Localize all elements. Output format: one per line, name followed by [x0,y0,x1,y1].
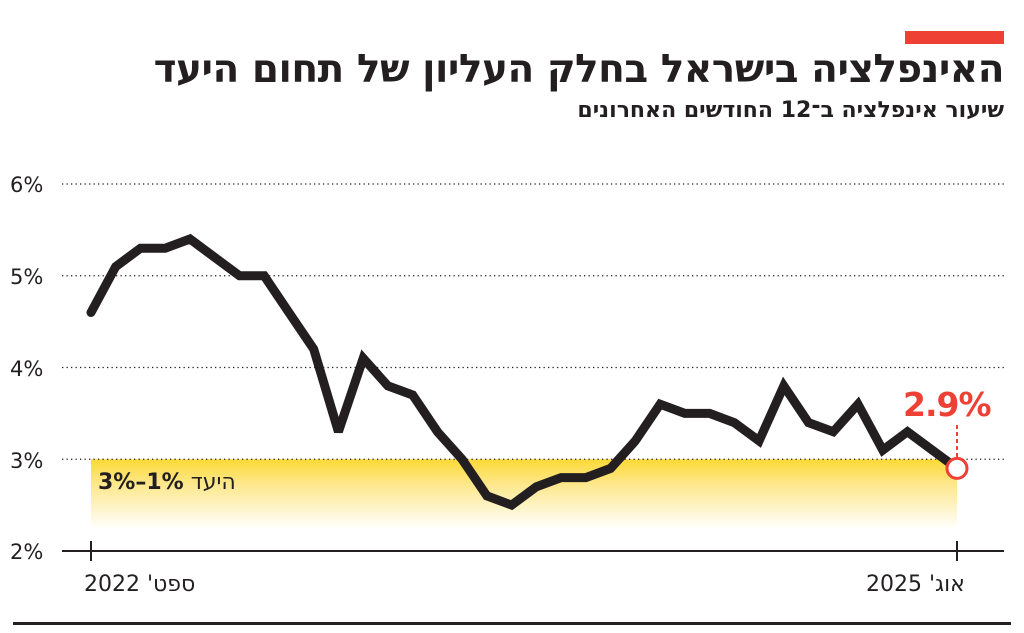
target-band-label: היעד 3%–1% [98,470,236,496]
target-word: היעד [190,470,236,495]
x-start-label: ספט' 2022 [84,572,196,597]
x-axis [62,541,1004,561]
latest-marker [945,425,969,480]
x-end-label: אוג' 2025 [866,572,965,597]
chart-title: האינפלציה בישראל בחלק העליון של תחום היע… [153,47,1005,92]
chart-subtitle: שיעור אינפלציה ב־12 החודשים האחרונים [577,98,1004,123]
y-tick-4: 4% [10,357,44,381]
inflation-line [86,233,962,511]
latest-value-label: 2.9% [903,385,992,424]
bottom-rule [13,622,1011,625]
y-tick-5: 5% [10,265,44,289]
y-tick-2: 2% [10,540,44,564]
target-range: 3%–1% [98,470,184,495]
y-tick-6: 6% [10,173,44,197]
accent-bar [905,31,1004,44]
y-tick-3: 3% [10,449,44,473]
